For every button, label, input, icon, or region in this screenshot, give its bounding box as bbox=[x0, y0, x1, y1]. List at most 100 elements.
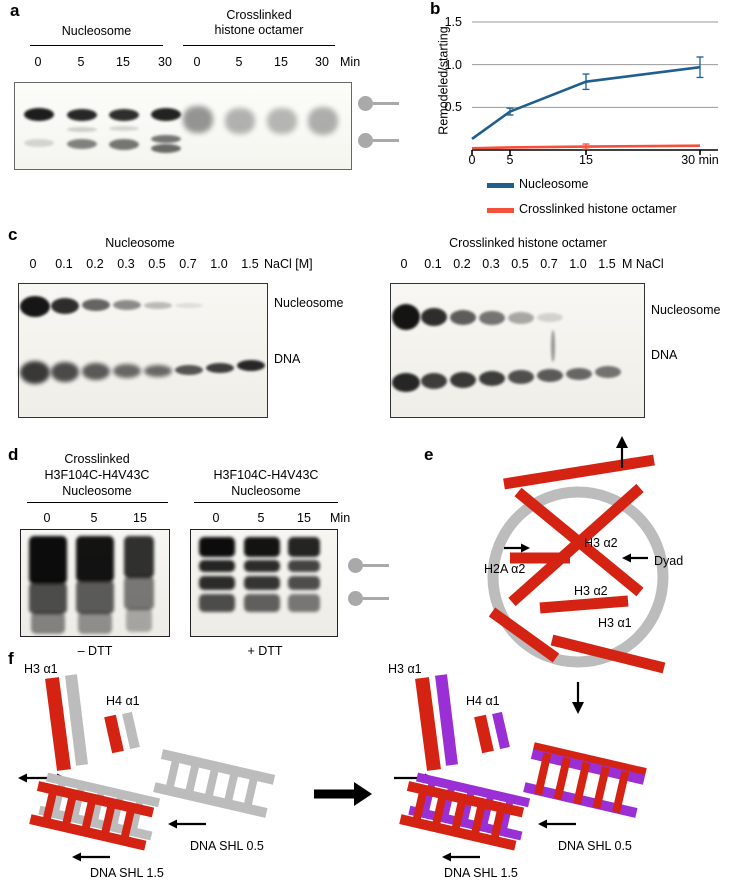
nucleosome-position-icon bbox=[358, 133, 399, 148]
legend-label-crosslinked: Crosslinked histone octamer bbox=[519, 202, 677, 216]
dna-line-icon bbox=[373, 101, 399, 106]
dna-shl15-label: DNA SHL 1.5 bbox=[90, 866, 164, 880]
dna-line-icon bbox=[363, 563, 389, 568]
x-tick-label: 30 min bbox=[681, 153, 719, 167]
gel-band bbox=[244, 576, 280, 590]
gel-band bbox=[288, 594, 320, 612]
legend-swatch-crosslinked bbox=[487, 208, 514, 213]
time-tick: 0 bbox=[193, 55, 201, 69]
gel-band bbox=[244, 560, 280, 572]
conc-tick: 0.3 bbox=[117, 257, 135, 271]
gel-band bbox=[113, 300, 141, 310]
conc-tick: 0 bbox=[29, 257, 37, 271]
gel-band bbox=[20, 361, 50, 384]
condition-label-plus-dtt: + DTT bbox=[247, 644, 283, 658]
h3-a1-helix bbox=[550, 634, 666, 674]
gel-band bbox=[24, 139, 54, 147]
up-arrowhead bbox=[616, 436, 628, 448]
h2a-shift-arrowhead bbox=[521, 543, 530, 553]
gel-band bbox=[76, 536, 114, 582]
band-label-dna: DNA bbox=[651, 348, 678, 362]
band-label-dna: DNA bbox=[274, 352, 301, 366]
octamer-circle-icon bbox=[358, 133, 373, 148]
gel-band bbox=[244, 594, 280, 612]
gel-band bbox=[450, 372, 476, 388]
gel-band bbox=[237, 360, 265, 371]
time-tick: 15 bbox=[133, 511, 147, 525]
conc-tick: 1.0 bbox=[569, 257, 587, 271]
gel-band bbox=[144, 365, 172, 377]
h3-a1-label: H3 α1 bbox=[598, 616, 632, 630]
dna-shl15-ladder-shadow bbox=[408, 772, 531, 841]
dyad-label: Dyad bbox=[654, 554, 684, 568]
x-tick-label: 15 bbox=[579, 153, 593, 167]
conc-tick: 1.0 bbox=[210, 257, 228, 271]
conc-tick: 1.5 bbox=[241, 257, 259, 271]
gel-band bbox=[113, 364, 141, 378]
h3-a1-label: H3 α1 bbox=[388, 662, 422, 676]
group1-underline bbox=[30, 45, 163, 47]
gel-band bbox=[126, 608, 152, 632]
gel-c-right bbox=[390, 283, 645, 418]
gel-band bbox=[29, 536, 67, 584]
gel-band bbox=[109, 126, 139, 131]
conc-tick: 0.1 bbox=[424, 257, 442, 271]
h3-a2-helix bbox=[539, 595, 629, 614]
shl15-arrow bbox=[72, 852, 110, 862]
dna-gyre-circle bbox=[487, 486, 669, 668]
gel-band bbox=[566, 368, 592, 380]
gel-c-left bbox=[18, 283, 268, 418]
gel-band bbox=[421, 308, 447, 326]
dna-shl05-ladder bbox=[523, 742, 647, 818]
time-tick: 5 bbox=[235, 55, 243, 69]
h3-a2-upper-label: H3 α2 bbox=[584, 536, 618, 550]
gel-band bbox=[124, 536, 154, 578]
direction-arrows bbox=[504, 436, 648, 714]
chart-plot bbox=[471, 21, 718, 155]
gel-band bbox=[151, 144, 181, 153]
panel-c-label: c bbox=[8, 225, 18, 244]
dna-shl15-ladder bbox=[399, 781, 525, 851]
gel-d-left-title-line3: Nucleosome bbox=[62, 484, 132, 498]
gel-c-left-title: Nucleosome bbox=[105, 236, 175, 250]
time-tick: 15 bbox=[297, 511, 311, 525]
gel-d-left-underline bbox=[27, 502, 168, 504]
band-label-nucleosome: Nucleosome bbox=[651, 303, 721, 317]
gel-band bbox=[29, 582, 67, 614]
time-tick: 0 bbox=[212, 511, 220, 525]
time-unit-label: Min bbox=[340, 55, 361, 69]
gel-band bbox=[206, 363, 234, 373]
dna-line-icon bbox=[373, 138, 399, 143]
gel-band bbox=[109, 109, 139, 121]
gel-band bbox=[67, 139, 97, 149]
time-tick: 0 bbox=[34, 55, 42, 69]
gel-band bbox=[175, 365, 203, 375]
h4a1-helix-red bbox=[104, 714, 124, 754]
gel-band bbox=[109, 139, 139, 150]
gel-a bbox=[14, 82, 352, 170]
dna-shl15-ladder-shadow bbox=[38, 772, 161, 841]
group-crosslinked-line2: histone octamer bbox=[214, 23, 304, 37]
gel-d-right-underline bbox=[194, 502, 338, 504]
h4a1-helix-red bbox=[474, 714, 494, 754]
time-tick: 5 bbox=[77, 55, 85, 69]
h3a1-helix-gray bbox=[65, 674, 88, 766]
panel-e-label: e bbox=[424, 445, 434, 464]
cross-helix-2 bbox=[508, 483, 644, 607]
h4a1-helix-pair bbox=[104, 711, 140, 754]
gel-band bbox=[308, 107, 338, 135]
h4-a1-label: H4 α1 bbox=[106, 694, 140, 708]
shl05-arrow bbox=[168, 819, 206, 829]
gel-band bbox=[151, 108, 181, 121]
gel-band bbox=[78, 612, 112, 634]
conc-tick: 0.5 bbox=[148, 257, 166, 271]
h3a1-helix-red bbox=[45, 677, 71, 771]
down-arrowhead bbox=[572, 702, 584, 714]
gel-band bbox=[151, 135, 181, 143]
h3a1-helix-pair bbox=[415, 674, 458, 771]
conc-unit-label: M NaCl bbox=[622, 257, 664, 271]
condition-label-minus-dtt: – DTT bbox=[77, 644, 113, 658]
h3-a2-lower-label: H3 α2 bbox=[574, 584, 608, 598]
band-label-nucleosome: Nucleosome bbox=[274, 296, 344, 310]
